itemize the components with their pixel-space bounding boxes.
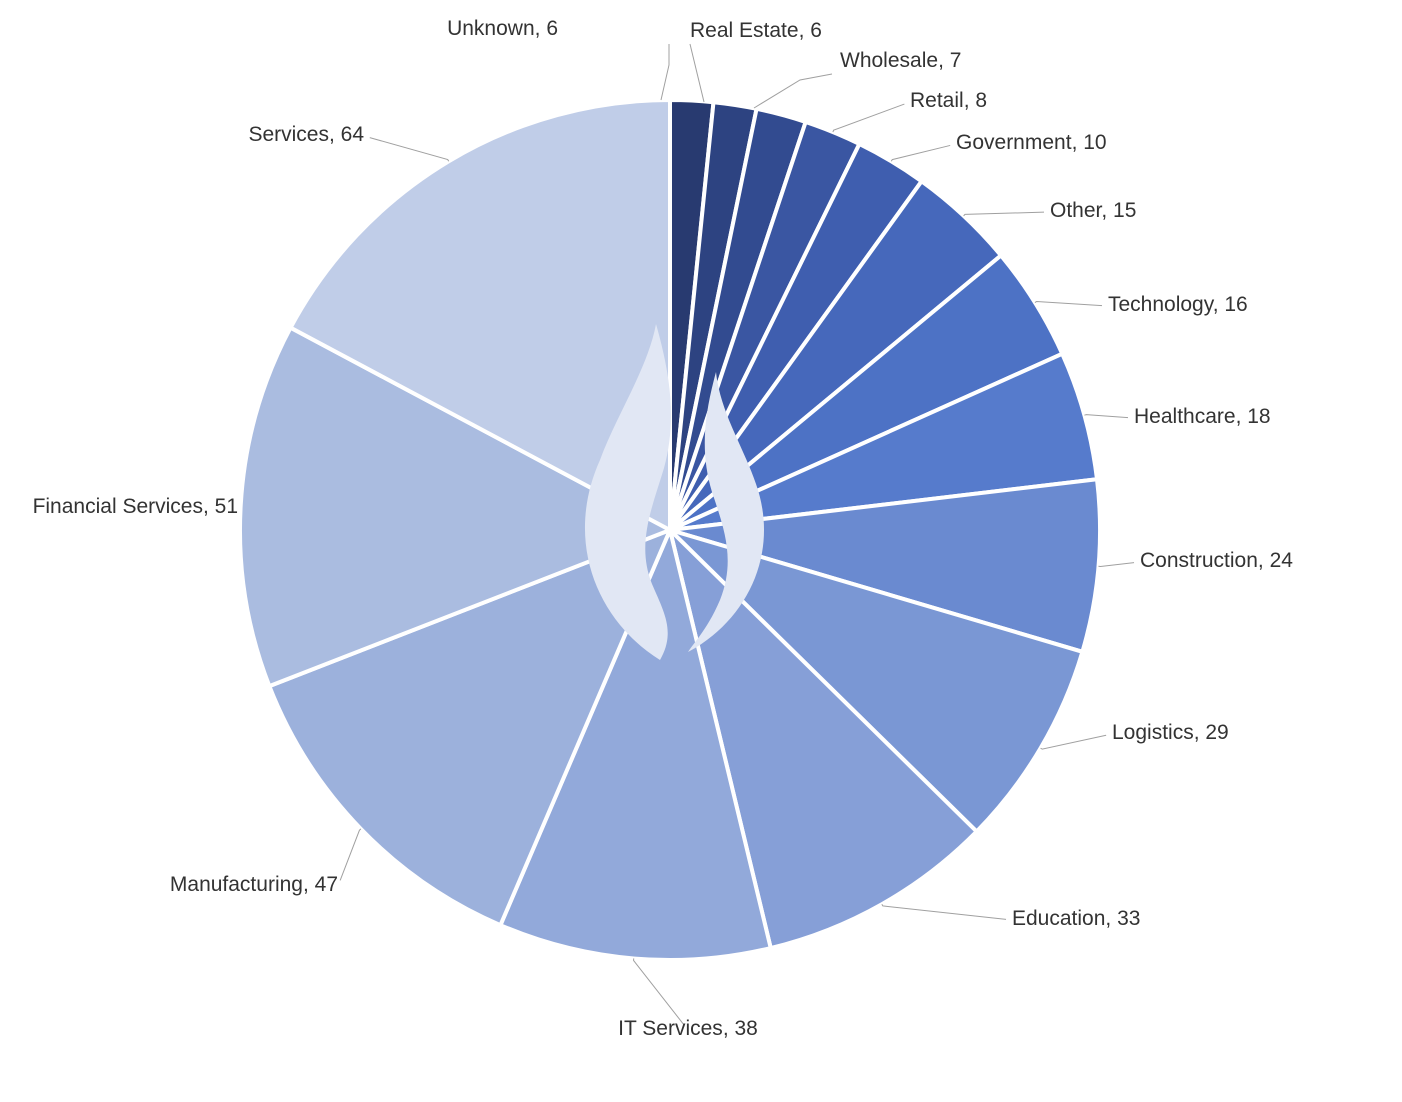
pie-label-sep: , <box>799 19 811 42</box>
leader-line <box>964 212 1044 216</box>
pie-label-value: 29 <box>1205 721 1228 744</box>
pie-label-sep: , <box>723 1017 735 1040</box>
pie-label-name: Wholesale <box>840 49 938 72</box>
pie-label-sep: , <box>1213 293 1225 316</box>
pie-label-value: 51 <box>215 495 238 518</box>
leader-line <box>891 145 950 161</box>
pie-label-sep: , <box>1236 405 1248 428</box>
pie-label-sep: , <box>1258 549 1270 572</box>
pie-label: Government, 10 <box>956 131 1107 155</box>
pie-label-sep: , <box>938 49 950 72</box>
leader-line <box>833 104 904 132</box>
pie-label-sep: , <box>964 89 976 112</box>
pie-label-sep: , <box>303 873 315 896</box>
pie-label-value: 6 <box>546 17 558 40</box>
pie-label-value: 7 <box>950 49 962 72</box>
pie-label-name: Retail <box>910 89 964 112</box>
pie-label: Healthcare, 18 <box>1134 405 1271 429</box>
pie-label-value: 8 <box>975 89 987 112</box>
pie-label-name: Real Estate <box>690 19 799 42</box>
pie-label-value: 64 <box>341 123 364 146</box>
pie-label: Unknown, 6 <box>447 17 558 41</box>
pie-label-name: Technology <box>1108 293 1213 316</box>
pie-label-sep: , <box>203 495 215 518</box>
pie-label-name: Logistics <box>1112 721 1194 744</box>
pie-label-name: Government <box>956 131 1072 154</box>
pie-label-sep: , <box>329 123 341 146</box>
pie-label: Manufacturing, 47 <box>170 873 338 897</box>
pie-label-value: 38 <box>734 1017 757 1040</box>
pie-slices <box>240 100 1100 960</box>
pie-label-value: 16 <box>1224 293 1247 316</box>
leader-line <box>754 74 832 108</box>
leader-line <box>1041 735 1107 749</box>
leader-line <box>340 829 361 881</box>
leader-line <box>1084 415 1128 418</box>
pie-label: Financial Services, 51 <box>33 495 238 519</box>
pie-label: Construction, 24 <box>1140 549 1293 573</box>
pie-label-name: Other <box>1050 199 1101 222</box>
pie-label-name: Financial Services <box>33 495 203 518</box>
pie-label: Real Estate, 6 <box>690 19 822 43</box>
pie-label: Other, 15 <box>1050 199 1136 223</box>
pie-label-name: Healthcare <box>1134 405 1236 428</box>
leader-line <box>690 44 704 102</box>
pie-label-sep: , <box>1101 199 1113 222</box>
pie-label: IT Services, 38 <box>618 1017 758 1041</box>
pie-label-value: 47 <box>315 873 338 896</box>
pie-label-value: 24 <box>1270 549 1293 572</box>
pie-label-name: Manufacturing <box>170 873 303 896</box>
pie-label: Retail, 8 <box>910 89 987 113</box>
pie-label-value: 6 <box>810 19 822 42</box>
leader-line <box>634 958 685 1025</box>
pie-label-sep: , <box>1072 131 1084 154</box>
leader-line <box>1035 301 1102 305</box>
pie-label: Education, 33 <box>1012 907 1140 931</box>
pie-label: Services, 64 <box>248 123 364 147</box>
leader-line <box>882 904 1006 919</box>
pie-label-sep: , <box>1105 907 1117 930</box>
pie-label-value: 18 <box>1247 405 1270 428</box>
pie-label-name: Education <box>1012 907 1105 930</box>
pie-label-name: IT Services <box>618 1017 723 1040</box>
pie-chart: Unknown, 6Real Estate, 6Wholesale, 7Reta… <box>0 0 1402 1102</box>
pie-label-sep: , <box>535 17 547 40</box>
pie-label: Technology, 16 <box>1108 293 1248 317</box>
pie-label-name: Services <box>248 123 329 146</box>
pie-label-sep: , <box>1194 721 1206 744</box>
leader-line <box>661 44 669 100</box>
leader-line <box>1098 563 1134 567</box>
pie-label-name: Construction <box>1140 549 1258 572</box>
pie-label-value: 15 <box>1113 199 1136 222</box>
leader-line <box>370 138 449 162</box>
pie-label-name: Unknown <box>447 17 535 40</box>
pie-label-value: 33 <box>1117 907 1140 930</box>
pie-label: Wholesale, 7 <box>840 49 961 73</box>
pie-label-value: 10 <box>1083 131 1106 154</box>
pie-label: Logistics, 29 <box>1112 721 1229 745</box>
